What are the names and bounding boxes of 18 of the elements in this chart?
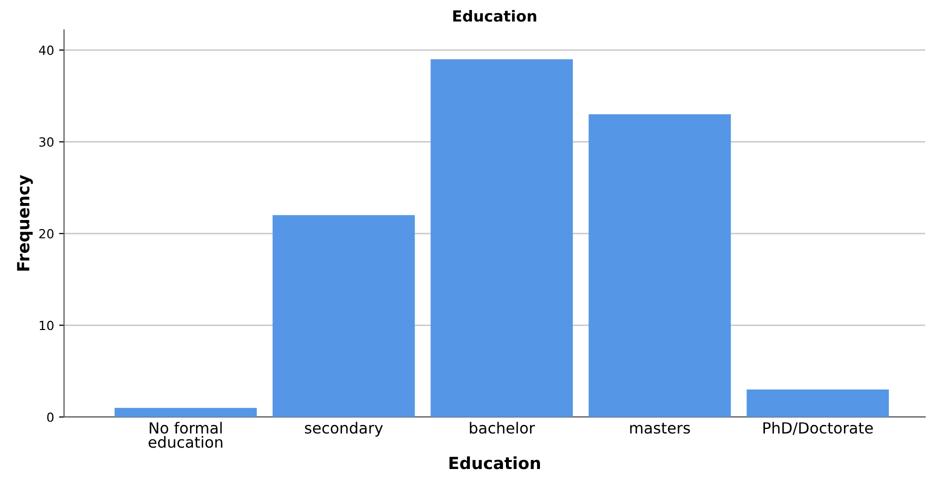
- chart-title: Education: [453, 10, 536, 22]
- bar: [114, 408, 257, 417]
- bar: [272, 215, 415, 417]
- y-tick-label: 10: [40, 320, 54, 330]
- bar: [588, 114, 731, 417]
- y-tick-label: 20: [39, 229, 54, 238]
- x-tick-label: PhD/Doctorate: [763, 422, 873, 435]
- y-tick-label: 30: [39, 137, 54, 147]
- x-tick-label: bachelor: [470, 422, 535, 434]
- x-tick-label: secondary: [304, 422, 383, 437]
- y-tick-label: 40: [39, 46, 54, 55]
- x-tick-label: No formal education: [148, 422, 222, 448]
- y-axis-title: Frequency: [17, 174, 33, 271]
- bar: [746, 389, 889, 417]
- x-axis-title: Education: [450, 456, 540, 470]
- y-tick-label: 0: [47, 412, 54, 422]
- x-tick-label: masters: [630, 422, 690, 434]
- bar: [430, 59, 573, 417]
